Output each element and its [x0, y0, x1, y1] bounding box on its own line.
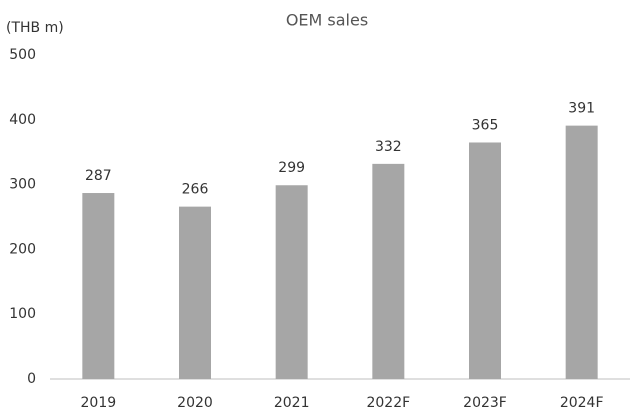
x-tick-label: 2024F [560, 395, 604, 411]
y-tick-label: 300 [9, 177, 36, 193]
x-tick-label: 2022F [366, 395, 410, 411]
data-label: 332 [375, 139, 402, 155]
y-tick-label: 500 [9, 47, 36, 63]
bar [372, 163, 405, 379]
data-label: 287 [85, 168, 112, 184]
y-tick-label: 200 [9, 241, 36, 257]
chart-title: OEM sales [286, 11, 368, 30]
x-tick-label: 2020 [177, 395, 213, 411]
data-label: 391 [568, 101, 595, 117]
bar [469, 142, 501, 379]
data-label: 299 [278, 160, 305, 176]
data-label: 365 [472, 117, 499, 133]
bar [565, 125, 598, 379]
x-tick-label: 2019 [81, 395, 117, 411]
bar [82, 193, 115, 379]
y-tick-label: 400 [9, 112, 36, 128]
y-axis-label: (THB m) [6, 20, 64, 36]
bar [179, 206, 211, 379]
bar [275, 185, 308, 379]
y-tick-label: 100 [9, 306, 36, 322]
y-tick-label: 0 [27, 371, 36, 387]
data-label: 266 [182, 182, 209, 198]
x-tick-label: 2023F [463, 395, 507, 411]
x-tick-label: 2021 [274, 395, 310, 411]
